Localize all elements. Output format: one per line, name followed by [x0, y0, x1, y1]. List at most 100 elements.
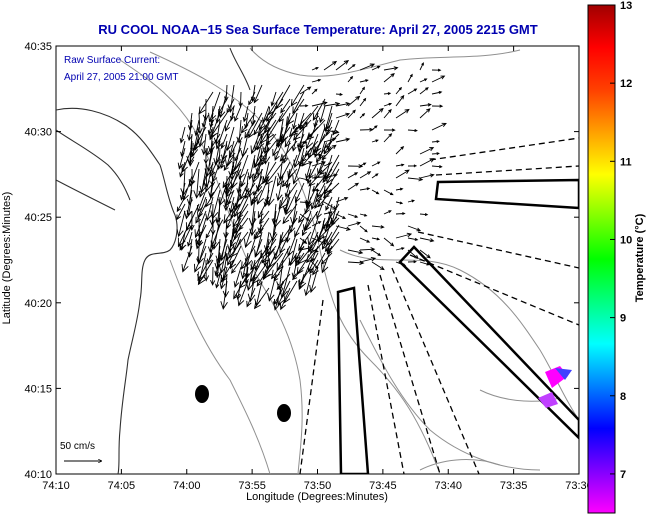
- current-vector: [395, 145, 405, 155]
- current-vector: [326, 238, 340, 255]
- current-vector: [359, 237, 371, 243]
- current-vector: [395, 86, 402, 95]
- current-vector: [282, 203, 298, 225]
- current-vector: [311, 88, 318, 95]
- x-axis-label: Longitude (Degrees:Minutes): [246, 491, 388, 503]
- current-vector: [197, 259, 214, 286]
- current-vector: [383, 210, 392, 215]
- current-vector: [407, 164, 418, 168]
- current-vector: [250, 105, 256, 127]
- current-vector: [277, 161, 291, 187]
- current-vector: [227, 84, 235, 113]
- current-vector: [224, 112, 235, 132]
- current-vector: [208, 182, 214, 199]
- current-vector: [383, 237, 395, 247]
- current-vector: [419, 78, 428, 83]
- current-vector: [297, 133, 305, 149]
- current-vector: [383, 108, 392, 119]
- current-vector: [311, 160, 326, 167]
- current-vector: [242, 105, 249, 123]
- current-vector: [304, 140, 319, 157]
- x-tick-label: 74:10: [42, 480, 70, 492]
- current-vector: [311, 78, 322, 83]
- current-vector: [179, 224, 193, 251]
- current-vector: [217, 98, 228, 115]
- current-vector: [322, 182, 340, 199]
- current-vector: [347, 164, 364, 169]
- x-tick-label: 73:30: [565, 480, 593, 492]
- current-vector: [383, 133, 393, 143]
- current-vector: [407, 260, 417, 264]
- current-vector: [263, 252, 284, 280]
- current-vector: [371, 261, 385, 271]
- y-axis: 40:35 40:30 40:25 40:20 40:15 40:10: [24, 41, 579, 481]
- current-vector: [359, 162, 367, 167]
- current-vector: [431, 165, 443, 169]
- current-vector: [220, 280, 228, 310]
- current-vector: [283, 280, 298, 304]
- x-tick-label: 74:05: [108, 480, 136, 492]
- current-vector: [284, 182, 291, 198]
- current-vector: [311, 101, 328, 107]
- current-vector: [240, 252, 249, 280]
- current-vector: [317, 217, 340, 241]
- current-vector: [395, 187, 404, 191]
- current-vector: [292, 119, 312, 141]
- current-vector: [216, 238, 228, 269]
- current-vector: [279, 231, 291, 254]
- current-vector: [228, 133, 242, 159]
- current-vector: [395, 108, 410, 119]
- current-timestamp: April 27, 2005 21:00 GMT: [64, 72, 179, 83]
- current-vector: [321, 147, 333, 161]
- current-vector: [265, 161, 284, 186]
- current-vector: [419, 62, 424, 71]
- current-vector: [226, 98, 235, 114]
- current-vector: [311, 249, 320, 253]
- current-vector: [304, 210, 319, 232]
- current-vector: [240, 182, 249, 200]
- current-vector: [176, 203, 186, 221]
- current-vector: [223, 154, 235, 172]
- current-vector: [431, 122, 447, 131]
- current-vector: [275, 175, 284, 202]
- surface-current-vectors: [176, 59, 447, 311]
- current-vector: [323, 222, 335, 227]
- current-vector: [299, 86, 312, 95]
- current-vector: [227, 189, 235, 206]
- current-vector: [298, 231, 312, 251]
- current-vector: [312, 252, 326, 276]
- sst-patch: [538, 366, 572, 408]
- y-tick-label: 40:10: [24, 469, 52, 481]
- current-vector: [299, 201, 311, 205]
- current-vector: [309, 266, 319, 294]
- current-vector: [347, 109, 356, 119]
- y-tick-label: 40:30: [24, 127, 52, 139]
- current-vector: [371, 225, 385, 229]
- current-vector: [181, 245, 193, 273]
- colorbar-tick-label: 9: [620, 313, 626, 325]
- current-vector: [210, 266, 216, 286]
- current-vector: [419, 158, 435, 167]
- current-vector: [323, 211, 332, 215]
- current-vector: [431, 90, 443, 95]
- current-vector: [294, 217, 305, 238]
- current-vector: [266, 133, 277, 146]
- current-vector: [297, 238, 319, 265]
- current-vector: [359, 79, 369, 83]
- current-vector: [194, 210, 207, 239]
- current-vector: [323, 133, 340, 149]
- current-vector: [198, 91, 214, 115]
- coastline: [56, 47, 251, 474]
- current-vector: [244, 119, 256, 139]
- current-vector: [299, 105, 319, 131]
- current-vector: [407, 177, 424, 182]
- current-vector: [229, 245, 242, 270]
- current-vector: [395, 201, 404, 205]
- colorbar-tick-label: 13: [620, 0, 632, 12]
- current-vector: [258, 210, 270, 225]
- current-vector: [288, 252, 298, 267]
- current-vector: [335, 196, 349, 203]
- current-vector: [419, 147, 435, 155]
- current-vector: [371, 173, 379, 179]
- current-vector: [220, 154, 228, 169]
